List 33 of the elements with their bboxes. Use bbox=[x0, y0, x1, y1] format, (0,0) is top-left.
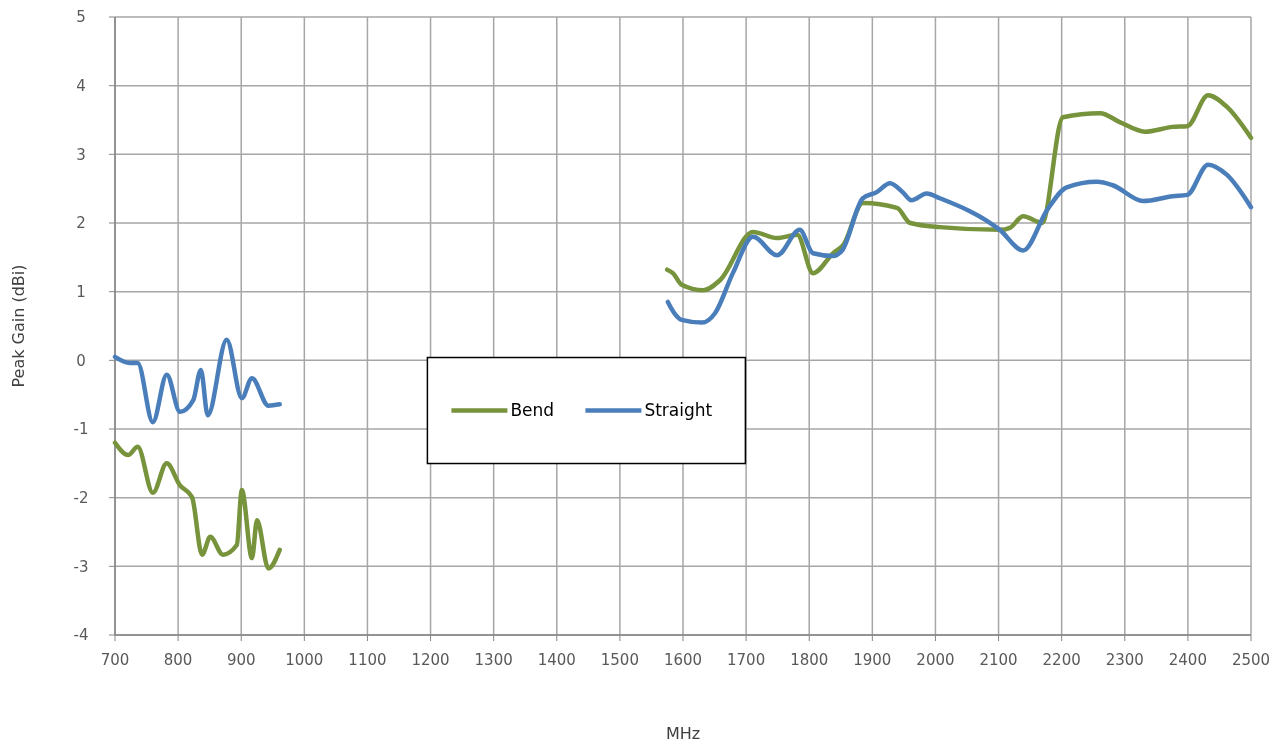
legend-label: Straight bbox=[644, 400, 713, 421]
x-tick-label: 700 bbox=[100, 651, 130, 669]
x-tick-label: 1800 bbox=[790, 651, 829, 669]
x-tick-label: 2300 bbox=[1105, 651, 1144, 669]
x-tick-label: 1500 bbox=[600, 651, 639, 669]
x-tick-label: 1100 bbox=[348, 651, 387, 669]
y-tick-label: -3 bbox=[73, 557, 89, 576]
legend-label: Bend bbox=[510, 400, 555, 421]
y-tick-label: 2 bbox=[76, 214, 86, 233]
y-tick-label: -2 bbox=[73, 488, 89, 507]
x-tick-label: 1400 bbox=[537, 651, 576, 669]
y-tick-label: 1 bbox=[76, 282, 86, 301]
x-tick-label: 1600 bbox=[663, 651, 703, 669]
x-tick-label: 2400 bbox=[1168, 651, 1207, 669]
x-tick-label: 800 bbox=[163, 651, 193, 669]
x-tick-label: 1700 bbox=[727, 651, 766, 669]
y-tick-label: -4 bbox=[73, 626, 89, 645]
x-tick-label: 1200 bbox=[411, 651, 450, 669]
y-tick-label: 4 bbox=[76, 76, 86, 95]
x-tick-label: 900 bbox=[226, 651, 256, 669]
y-tick-label: 0 bbox=[76, 351, 86, 370]
x-tick-label: 2200 bbox=[1042, 651, 1081, 669]
x-axis-title: MHz bbox=[665, 724, 701, 743]
x-tick-label: 1000 bbox=[285, 651, 324, 669]
y-tick-label: 3 bbox=[76, 145, 86, 164]
x-tick-label: 1300 bbox=[474, 651, 513, 669]
x-tick-label: 2000 bbox=[916, 651, 955, 669]
y-axis-title: Peak Gain (dBi) bbox=[9, 264, 28, 388]
x-tick-label: 2100 bbox=[979, 651, 1018, 669]
x-tick-label: 1900 bbox=[853, 651, 892, 669]
y-tick-label: -1 bbox=[73, 420, 89, 439]
y-tick-label: 5 bbox=[76, 8, 86, 27]
x-tick-label: 2500 bbox=[1231, 651, 1271, 669]
